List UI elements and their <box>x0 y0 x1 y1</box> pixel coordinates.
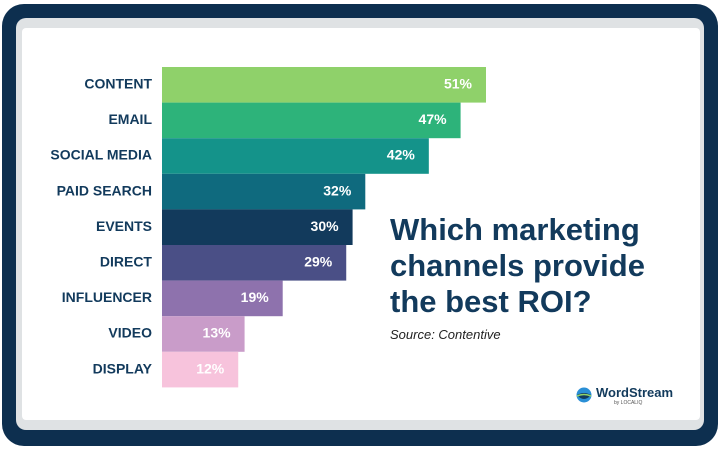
value-label: 19% <box>241 289 270 305</box>
bar <box>162 102 461 139</box>
logo-byline: by LOCALIQ <box>614 400 643 406</box>
bar <box>162 173 366 210</box>
value-label: 29% <box>304 254 333 270</box>
category-label: EVENTS <box>96 218 152 234</box>
bar <box>162 245 347 281</box>
value-label: 13% <box>203 325 232 341</box>
logo-name: WordStream <box>596 385 674 400</box>
value-label: 30% <box>311 218 340 234</box>
category-label: INFLUENCER <box>62 289 152 305</box>
logo: WordStream by LOCALIQ <box>576 384 673 406</box>
bar <box>162 138 429 174</box>
chart-title: Which marketing channels provide the bes… <box>390 212 645 319</box>
bar <box>162 280 283 317</box>
subtitle: Source: Contentive <box>390 327 501 342</box>
value-label: 51% <box>444 76 473 92</box>
category-label: DISPLAY <box>93 360 153 376</box>
logo-icon <box>576 387 592 403</box>
bar <box>162 316 245 352</box>
category-label: VIDEO <box>108 325 152 341</box>
value-label: 32% <box>323 182 352 198</box>
category-label: SOCIAL MEDIA <box>50 147 152 163</box>
category-label: DIRECT <box>100 254 153 270</box>
category-label: CONTENT <box>84 76 152 92</box>
bar <box>162 67 486 103</box>
category-label: EMAIL <box>108 111 152 127</box>
value-label: 47% <box>419 111 448 127</box>
bar <box>162 209 353 245</box>
value-label: 12% <box>196 360 225 376</box>
value-label: 42% <box>387 147 416 163</box>
bar <box>162 351 239 388</box>
category-label: PAID SEARCH <box>57 182 152 198</box>
